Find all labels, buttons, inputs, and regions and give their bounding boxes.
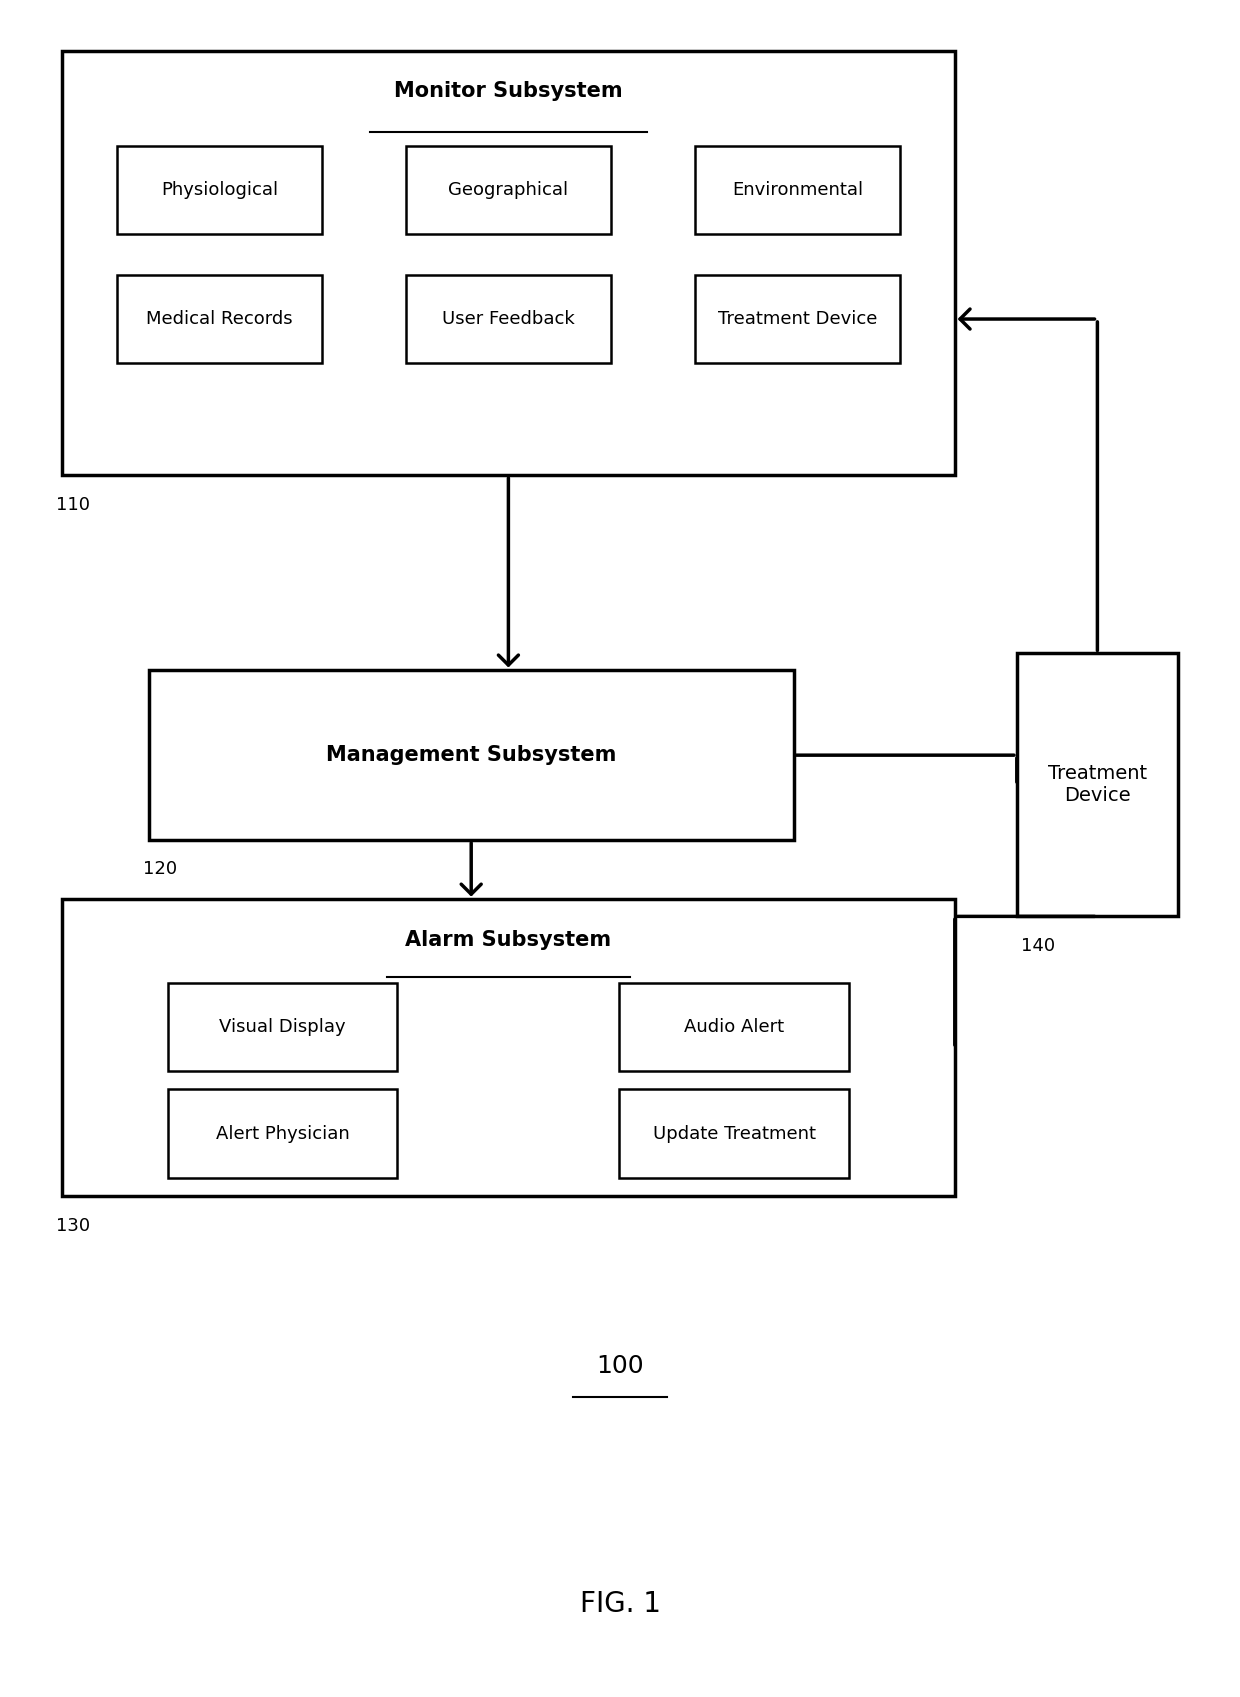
FancyBboxPatch shape [117, 275, 322, 363]
FancyBboxPatch shape [167, 983, 397, 1071]
Text: 100: 100 [596, 1354, 644, 1378]
Text: Geographical: Geographical [449, 182, 568, 199]
FancyBboxPatch shape [694, 146, 900, 234]
Text: Visual Display: Visual Display [219, 1018, 346, 1035]
Text: Environmental: Environmental [732, 182, 863, 199]
FancyBboxPatch shape [149, 670, 794, 840]
FancyBboxPatch shape [405, 275, 610, 363]
FancyBboxPatch shape [620, 983, 849, 1071]
FancyBboxPatch shape [62, 899, 955, 1196]
Text: 130: 130 [56, 1217, 91, 1235]
Text: Treatment
Device: Treatment Device [1048, 764, 1147, 806]
Text: FIG. 1: FIG. 1 [579, 1590, 661, 1617]
FancyBboxPatch shape [62, 51, 955, 475]
Text: Management Subsystem: Management Subsystem [326, 745, 616, 765]
Text: Audio Alert: Audio Alert [684, 1018, 784, 1035]
Text: 120: 120 [143, 860, 177, 879]
Text: Monitor Subsystem: Monitor Subsystem [394, 81, 622, 102]
Text: Physiological: Physiological [161, 182, 278, 199]
Text: 140: 140 [1021, 937, 1055, 955]
Text: Alarm Subsystem: Alarm Subsystem [405, 930, 611, 950]
Text: Update Treatment: Update Treatment [652, 1125, 816, 1142]
FancyBboxPatch shape [1017, 653, 1178, 916]
Text: 110: 110 [56, 496, 89, 514]
Text: Treatment Device: Treatment Device [718, 311, 877, 328]
Text: Medical Records: Medical Records [146, 311, 293, 328]
FancyBboxPatch shape [694, 275, 900, 363]
FancyBboxPatch shape [620, 1089, 849, 1178]
Text: User Feedback: User Feedback [441, 311, 575, 328]
FancyBboxPatch shape [117, 146, 322, 234]
Text: Alert Physician: Alert Physician [216, 1125, 350, 1142]
FancyBboxPatch shape [405, 146, 610, 234]
FancyBboxPatch shape [167, 1089, 397, 1178]
